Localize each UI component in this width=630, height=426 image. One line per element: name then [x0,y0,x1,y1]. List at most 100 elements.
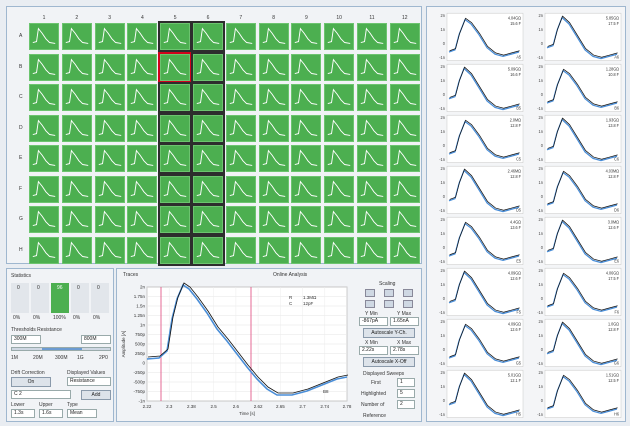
column-header[interactable]: 12 [402,15,408,21]
column-header[interactable]: 7 [239,15,243,21]
column-header[interactable]: 9 [305,15,308,21]
well-g1[interactable] [29,206,59,233]
well-a12[interactable] [389,23,420,50]
well-d11[interactable] [357,114,387,142]
well-h4[interactable] [127,236,158,264]
well-h7[interactable] [225,236,256,264]
row-header[interactable]: H [19,246,23,253]
column-header[interactable]: 8 [272,15,275,21]
tab-online-analysis[interactable]: Online Analysis [273,272,308,278]
well-c3[interactable] [94,84,125,111]
mini-trace-b6[interactable]: 2n 1n 0 -1n 1.28GΩ 10.8 F B6 [529,62,623,116]
camera-icon[interactable] [384,289,394,297]
well-d7[interactable] [225,114,256,142]
well-f4[interactable] [127,175,158,203]
first-input[interactable]: 1 [397,378,415,387]
column-header[interactable]: 3 [108,15,111,21]
well-d1[interactable] [29,114,59,142]
mini-trace-f5[interactable]: 2n 1n 0 -1n 4.09GΩ 12.6 F F5 [431,266,525,320]
mini-trace-b5[interactable]: 2n 1n 0 -1n 5.09GΩ 16.6 F B5 [431,62,525,116]
column-header[interactable]: 11 [369,15,375,21]
well-e12[interactable] [389,145,420,172]
row-header[interactable]: G [19,216,23,222]
well-b12[interactable] [389,53,420,81]
displayed-values-select[interactable]: Resistance [67,377,111,386]
add-button[interactable]: Add [81,390,111,400]
well-a7[interactable] [225,23,256,50]
range-combo[interactable]: C 2 [11,390,71,399]
well-f6[interactable] [191,173,225,205]
well-f1[interactable] [29,175,59,203]
mini-trace-d6[interactable]: 2n 1n 0 -1n 4.03MΩ 12.8 F D6 [529,164,623,218]
home-icon[interactable] [365,289,375,297]
well-h12[interactable] [389,236,420,264]
mini-trace-c6[interactable]: 2n 1n 0 -1n 1.93GΩ 13.8 F C6 [529,113,623,167]
well-a4[interactable] [127,23,158,50]
zoom-box-icon[interactable] [403,289,413,297]
row-header[interactable]: F [19,185,23,192]
well-b4[interactable] [127,53,158,81]
well-f11[interactable] [357,175,387,203]
well-g11[interactable] [357,206,387,233]
row-header[interactable]: C [19,94,23,100]
well-e8[interactable] [258,145,289,172]
well-e11[interactable] [357,145,387,172]
well-d12[interactable] [389,114,420,142]
row-header[interactable]: D [19,124,23,131]
threshold-high-input[interactable]: 800M [81,335,111,344]
well-a2[interactable] [61,23,92,50]
well-b3[interactable] [94,53,125,81]
pan-icon[interactable] [384,300,394,308]
drift-on-button[interactable]: On [11,377,51,387]
well-a10[interactable] [324,23,355,50]
well-e6[interactable] [191,143,225,174]
upper-input[interactable]: 1.6s [39,409,63,418]
mini-trace-a5[interactable]: 2n 1n 0 -1n 4.04GΩ 15.6 F A5 [431,11,525,65]
well-a11[interactable] [357,23,387,50]
well-d4[interactable] [127,114,158,142]
well-f9[interactable] [291,175,322,203]
well-h3[interactable] [94,236,125,264]
well-c4[interactable] [127,84,158,111]
well-e7[interactable] [225,145,256,172]
well-f3[interactable] [94,175,125,203]
well-f2[interactable] [61,175,92,203]
well-d10[interactable] [324,114,355,142]
well-d9[interactable] [291,114,322,142]
number-input[interactable]: 2 [397,400,415,409]
well-g3[interactable] [94,206,125,233]
well-a9[interactable] [291,23,322,50]
highlighted-input[interactable]: 5 [397,389,415,398]
well-e9[interactable] [291,145,322,172]
mini-trace-e5[interactable]: 2n 1n 0 -1n 4.4GΩ 13.6 F E5 [431,215,525,269]
well-b6[interactable] [191,51,225,83]
well-h2[interactable] [61,236,92,264]
well-g2[interactable] [61,206,92,233]
well-a8[interactable] [258,23,289,50]
well-h9[interactable] [291,236,322,264]
row-header[interactable]: A [19,33,23,39]
well-c11[interactable] [357,84,387,111]
mini-trace-e6[interactable]: 2n 1n 0 -1n 3.0MΩ 12.6 F E6 [529,215,623,269]
well-h1[interactable] [29,236,59,264]
mini-trace-g5[interactable]: 2n 1n 0 -1n 4.09GΩ 12.6 F G5 [431,317,525,371]
well-b11[interactable] [357,53,387,81]
well-f5[interactable] [158,173,193,205]
well-g8[interactable] [258,206,289,233]
well-g7[interactable] [225,206,256,233]
well-g10[interactable] [324,206,355,233]
well-g12[interactable] [389,206,420,233]
well-a6[interactable] [191,21,225,52]
threshold-low-input[interactable]: 300M [11,335,41,344]
well-b8[interactable] [258,53,289,81]
well-d8[interactable] [258,114,289,142]
tab-traces[interactable]: Traces [123,272,139,278]
row-header[interactable]: E [19,155,23,161]
well-e2[interactable] [61,145,92,172]
threshold-slider[interactable] [11,347,111,351]
well-g9[interactable] [291,206,322,233]
xmin-input[interactable]: 2.22s [359,346,388,355]
row-header[interactable]: B [19,63,23,70]
well-e3[interactable] [94,145,125,172]
mini-trace-h5[interactable]: 2n 1n 0 -1n 5.01GΩ 12.1 F H5 [431,368,525,422]
